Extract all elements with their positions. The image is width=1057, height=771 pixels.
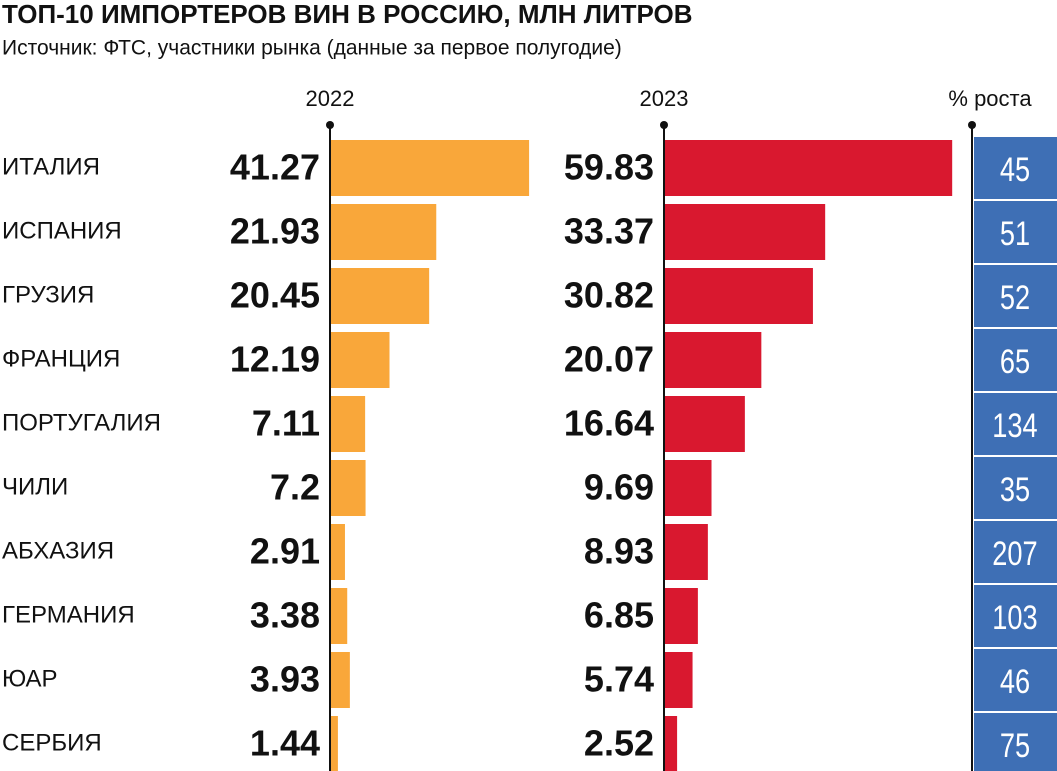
category-label: ИСПАНИЯ xyxy=(2,217,122,244)
bar xyxy=(665,524,708,580)
growth-box xyxy=(974,393,1057,455)
bar xyxy=(665,716,678,771)
growth-label: 134 xyxy=(992,406,1037,445)
growth-box xyxy=(974,713,1057,771)
growth-box xyxy=(974,457,1057,519)
growth-label: 103 xyxy=(992,598,1037,637)
value-label: 20.45 xyxy=(230,275,320,316)
value-label: 41.27 xyxy=(230,147,320,188)
chart-subtitle: Источник: ФТС, участники рынка (данные з… xyxy=(2,37,622,60)
growth-label: 45 xyxy=(1000,150,1030,189)
value-label: 2.91 xyxy=(250,531,320,572)
growth-box xyxy=(974,137,1057,199)
bar xyxy=(665,396,745,452)
growth-label: 46 xyxy=(1000,662,1030,701)
category-label: ИТАЛИЯ xyxy=(2,153,100,180)
category-label: ГРУЗИЯ xyxy=(2,281,94,308)
value-label: 5.74 xyxy=(584,659,654,700)
value-label: 8.93 xyxy=(584,531,654,572)
value-label: 7.2 xyxy=(270,467,320,508)
growth-box xyxy=(974,521,1057,583)
bar xyxy=(331,588,348,644)
axis-dot xyxy=(660,121,668,129)
value-label: 3.93 xyxy=(250,659,320,700)
value-label: 12.19 xyxy=(230,339,320,380)
chart-title: ТОП-10 ИМПОРТЕРОВ ВИН В РОССИЮ, МЛН ЛИТР… xyxy=(2,0,693,29)
bar xyxy=(665,268,813,324)
value-label: 7.11 xyxy=(252,403,320,444)
value-label: 9.69 xyxy=(584,467,654,508)
bar xyxy=(331,716,338,771)
growth-label: 65 xyxy=(1000,342,1030,381)
bar xyxy=(331,652,350,708)
growth-label: 75 xyxy=(1000,726,1030,765)
value-label: 6.85 xyxy=(584,595,654,636)
bar xyxy=(331,140,530,196)
legend-label: 2022 xyxy=(306,86,355,111)
growth-label: 35 xyxy=(1000,470,1030,509)
bar xyxy=(665,204,826,260)
value-label: 21.93 xyxy=(230,211,320,252)
bar xyxy=(665,460,712,516)
bar xyxy=(331,268,430,324)
category-label: ЮАР xyxy=(2,665,57,692)
value-label: 20.07 xyxy=(564,339,654,380)
bar xyxy=(331,460,366,516)
growth-label: 51 xyxy=(1000,214,1030,253)
growth-box xyxy=(974,649,1057,711)
category-label: АБХАЗИЯ xyxy=(2,537,114,564)
axis-dot xyxy=(326,121,334,129)
category-label: ЧИЛИ xyxy=(2,473,68,500)
bar xyxy=(665,332,762,388)
bar xyxy=(665,652,693,708)
category-label: СЕРБИЯ xyxy=(2,729,102,756)
bar xyxy=(331,204,437,260)
category-label: ПОРТУГАЛИЯ xyxy=(2,409,161,436)
growth-box xyxy=(974,201,1057,263)
growth-box xyxy=(974,329,1057,391)
legend-label: % роста xyxy=(948,86,1032,111)
legend-label: 2023 xyxy=(640,86,689,111)
growth-label: 207 xyxy=(992,534,1037,573)
bar xyxy=(331,396,366,452)
bar xyxy=(331,524,345,580)
growth-box xyxy=(974,265,1057,327)
axis-dot xyxy=(968,121,976,129)
value-label: 1.44 xyxy=(250,723,320,764)
category-label: ГЕРМАНИЯ xyxy=(2,601,135,628)
bar xyxy=(665,588,698,644)
value-label: 3.38 xyxy=(250,595,320,636)
bar xyxy=(331,332,390,388)
value-label: 59.83 xyxy=(564,147,654,188)
value-label: 2.52 xyxy=(584,723,654,764)
growth-label: 52 xyxy=(1000,278,1030,317)
bar xyxy=(665,140,953,196)
value-label: 33.37 xyxy=(564,211,654,252)
value-label: 16.64 xyxy=(564,403,654,444)
growth-box xyxy=(974,585,1057,647)
value-label: 30.82 xyxy=(564,275,654,316)
category-label: ФРАНЦИЯ xyxy=(2,345,120,372)
